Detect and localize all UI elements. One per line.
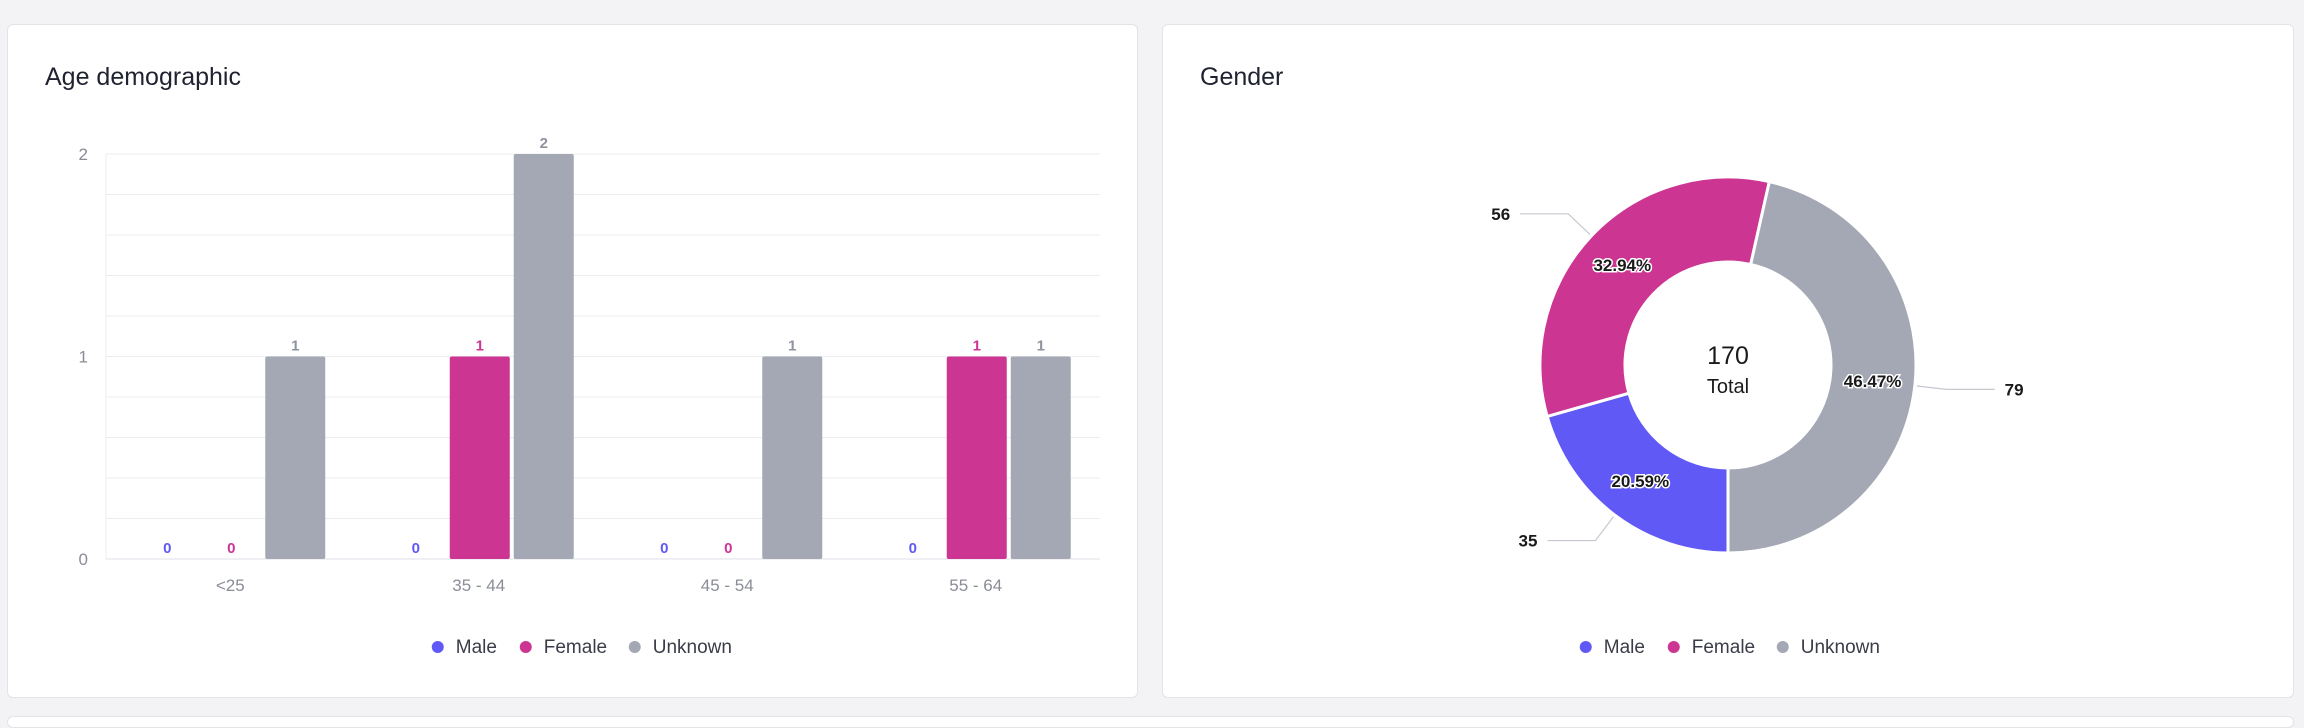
bar-unknown[interactable] xyxy=(762,356,823,560)
y-tick-label: 1 xyxy=(79,348,88,367)
donut-percent-female: 32.94% xyxy=(1593,256,1651,275)
gender-legend-label-male: Male xyxy=(1604,637,1645,658)
gender-legend-dot-male xyxy=(1579,641,1592,653)
bar-value-label: 0 xyxy=(909,540,917,557)
age-legend-dot-male xyxy=(431,641,444,653)
gender-legend-item-female[interactable]: Female xyxy=(1667,637,1755,658)
age-bar-chart: 0 1 2 0 0 1 <25 0 1 2 35 - 44 0 0 1 45 - 54 0 1 1 55 - 64 M… xyxy=(79,135,1100,658)
x-tick-label: 35 - 44 xyxy=(452,576,505,595)
donut-value-unknown: 79 xyxy=(2005,380,2024,399)
bar-female[interactable] xyxy=(449,356,510,560)
gender-legend-item-male[interactable]: Male xyxy=(1579,637,1645,658)
bar-value-label: 0 xyxy=(227,540,235,557)
x-tick-label: 55 - 64 xyxy=(949,576,1002,595)
age-legend-item-male[interactable]: Male xyxy=(431,637,497,658)
x-tick-label: 45 - 54 xyxy=(701,576,754,595)
donut-total-label: Total xyxy=(1707,376,1749,398)
gender-legend-dot-unknown xyxy=(1776,641,1789,653)
donut-leader-female xyxy=(1520,213,1591,235)
age-legend-item-unknown[interactable]: Unknown xyxy=(628,637,732,658)
gender-legend-label-female: Female xyxy=(1692,637,1755,658)
gender-donut-chart: 20.59% 35 32.94% 56 46.47% 79 170 Total Male Fema… xyxy=(1491,175,2024,658)
age-chart-title: Age demographic xyxy=(45,63,241,91)
donut-leader-unknown xyxy=(1916,385,1995,390)
bar-value-label: 0 xyxy=(660,540,668,557)
age-legend-dot-female xyxy=(519,641,532,653)
y-tick-label: 2 xyxy=(79,145,88,164)
donut-slice-unknown[interactable] xyxy=(1726,179,1918,555)
bar-value-label: 1 xyxy=(788,338,796,355)
next-card-edge xyxy=(7,716,2294,728)
age-legend-label-female: Female xyxy=(544,637,607,658)
age-demographic-card: Age demographic 0 1 2 0 0 1 <25 0 1 2 35 - 44 0 0 1 45… xyxy=(7,24,1138,698)
donut-percent-unknown: 46.47% xyxy=(1844,372,1902,391)
bar-unknown[interactable] xyxy=(513,154,574,559)
bar-value-label: 1 xyxy=(973,338,981,355)
bar-value-label: 0 xyxy=(412,540,420,557)
age-legend: Male Female Unknown xyxy=(431,637,732,658)
age-legend-label-male: Male xyxy=(456,637,497,658)
bar-unknown[interactable] xyxy=(1010,356,1071,560)
age-legend-item-female[interactable]: Female xyxy=(519,637,607,658)
donut-value-female: 56 xyxy=(1491,205,1510,224)
gender-legend-dot-female xyxy=(1667,641,1680,653)
age-legend-label-unknown: Unknown xyxy=(653,637,732,658)
bar-value-label: 1 xyxy=(291,338,299,355)
donut-leader-male xyxy=(1547,516,1614,542)
y-tick-label: 0 xyxy=(79,550,88,569)
gender-legend: Male Female Unknown xyxy=(1579,637,1880,658)
donut-value-male: 35 xyxy=(1518,532,1537,551)
x-tick-label: <25 xyxy=(216,576,245,595)
donut-slice-male[interactable] xyxy=(1545,391,1730,555)
gender-card: Gender 20.59% 35 32.94% 56 46.47% 79 170 Total M… xyxy=(1162,24,2294,698)
bar-value-label: 0 xyxy=(163,540,171,557)
donut-total-value: 170 xyxy=(1707,342,1749,370)
gender-chart-title: Gender xyxy=(1200,63,1284,91)
bar-value-label: 1 xyxy=(476,338,484,355)
donut-percent-male: 20.59% xyxy=(1611,472,1669,491)
gender-legend-item-unknown[interactable]: Unknown xyxy=(1776,637,1880,658)
donut-slice-female[interactable] xyxy=(1538,175,1772,419)
bar-unknown[interactable] xyxy=(265,356,326,560)
bar-value-label: 2 xyxy=(540,135,548,152)
bar-female[interactable] xyxy=(946,356,1007,560)
bar-value-label: 1 xyxy=(1037,338,1045,355)
gender-legend-label-unknown: Unknown xyxy=(1801,637,1880,658)
age-legend-dot-unknown xyxy=(628,641,641,653)
bar-value-label: 0 xyxy=(724,540,732,557)
